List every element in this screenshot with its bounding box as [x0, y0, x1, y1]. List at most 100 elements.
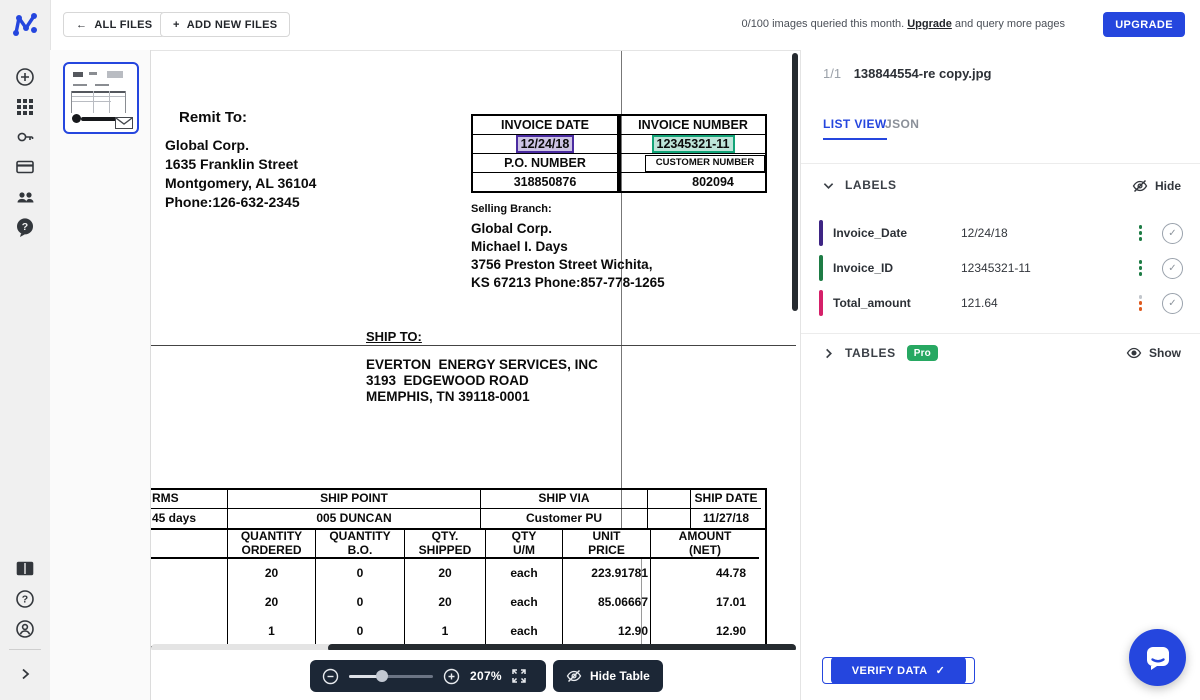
thumbnail-panel — [50, 50, 151, 700]
quota-text: 0/100 images queried this month. Upgrade… — [741, 18, 1065, 30]
selling-branch-heading: Selling Branch: — [471, 203, 552, 215]
invoice-number-label: INVOICE NUMBER — [621, 116, 765, 135]
label-menu-dots[interactable] — [1138, 225, 1142, 241]
ship-to-line: EVERTON ENERGY SERVICES, INC — [366, 357, 598, 372]
zoom-slider[interactable] — [349, 670, 433, 682]
label-name: Invoice_Date — [833, 226, 908, 240]
document-viewer: Remit To: Global Corp. 1635 Franklin Str… — [151, 51, 800, 650]
extraction-panel: 1/1 138844554-re copy.jpg LIST VIEW JSON… — [800, 50, 1200, 700]
label-name: Total_amount — [833, 296, 911, 310]
api-key-icon[interactable] — [14, 126, 36, 148]
label-row-total-amount[interactable]: Total_amount 121.64 ✓ — [819, 288, 1183, 318]
fullscreen-icon[interactable] — [512, 669, 526, 683]
apps-grid-icon[interactable] — [14, 96, 36, 118]
hide-table-button[interactable]: Hide Table — [553, 660, 663, 692]
invoice-number-annotation[interactable]: 12345321-11 — [651, 134, 735, 154]
add-new-files-button[interactable]: + ADD NEW FILES — [160, 12, 291, 37]
back-arrow-icon: ← — [76, 18, 88, 31]
label-row-invoice-date[interactable]: Invoice_Date 12/24/18 ✓ — [819, 218, 1183, 248]
selling-branch-line: Michael I. Days — [471, 239, 568, 254]
pro-badge: Pro — [906, 345, 938, 361]
selling-branch-line: Global Corp. — [471, 221, 552, 236]
zoom-out-icon[interactable] — [322, 668, 339, 685]
doc-vertical-rule — [621, 51, 622, 528]
ship-to-line: MEMPHIS, TN 39118-0001 — [366, 389, 530, 404]
invoice-date-po-box: INVOICE DATE 12/24/18 P.O. NUMBER 318850… — [471, 114, 619, 193]
label-value: 121.64 — [961, 296, 998, 310]
remit-line: 1635 Franklin Street — [165, 156, 299, 172]
panel-divider — [801, 333, 1200, 334]
billing-card-icon[interactable] — [14, 156, 36, 178]
account-circle-icon[interactable] — [14, 618, 36, 640]
eye-icon — [1126, 347, 1142, 359]
remit-line: Montgomery, AL 36104 — [165, 175, 317, 191]
label-name: Invoice_ID — [833, 261, 894, 275]
tab-json[interactable]: JSON — [885, 117, 920, 131]
zoom-slider-handle[interactable] — [375, 670, 388, 682]
tab-list-view[interactable]: LIST VIEW — [823, 117, 887, 140]
invoice-page: Remit To: Global Corp. 1635 Franklin Str… — [151, 51, 800, 650]
nanonets-logo[interactable] — [10, 10, 40, 40]
selling-branch-line: 3756 Preston Street Wichita, — [471, 257, 653, 272]
label-row-invoice-id[interactable]: Invoice_ID 12345321-11 ✓ — [819, 253, 1183, 283]
vertical-scrollbar-thumb[interactable] — [792, 53, 798, 311]
tables-section-header[interactable]: TABLES Pro — [823, 345, 938, 361]
check-icon: ✓ — [935, 665, 946, 677]
top-bar: ← ALL FILES + ADD NEW FILES 0/100 images… — [50, 0, 1200, 51]
labels-hide-toggle[interactable]: Hide — [1132, 178, 1181, 194]
remit-line: Global Corp. — [165, 137, 249, 153]
panel-divider — [801, 163, 1200, 164]
line-items-table: QUANTITY ORDERED QUANTITY B.O. QTY. SHIP… — [151, 528, 767, 648]
label-color-bar — [819, 290, 823, 316]
sidebar-divider — [9, 649, 41, 650]
zoom-in-icon[interactable] — [443, 668, 460, 685]
left-sidebar: ? ? — [0, 0, 51, 700]
page-indicator: 1/1 — [823, 66, 842, 81]
eye-off-icon — [566, 668, 582, 684]
po-number-label: P.O. NUMBER — [473, 154, 617, 173]
docs-book-icon[interactable] — [14, 558, 36, 580]
team-users-icon[interactable] — [14, 186, 36, 208]
help-chat-icon[interactable]: ? — [14, 216, 36, 238]
label-color-bar — [819, 255, 823, 281]
tables-show-toggle[interactable]: Show — [1126, 345, 1181, 361]
label-menu-dots[interactable] — [1138, 260, 1142, 276]
help-circle-icon[interactable]: ? — [14, 588, 36, 610]
invoice-date-annotation[interactable]: 12/24/18 — [515, 134, 575, 154]
label-approve-check[interactable]: ✓ — [1162, 257, 1183, 279]
terms-table: RMS SHIP POINT SHIP VIA SHIP DATE 45 day… — [151, 488, 767, 530]
quota-upgrade-link[interactable]: Upgrade — [907, 18, 952, 30]
chat-icon — [1146, 646, 1169, 670]
customer-number-label: CUSTOMER NUMBER — [645, 154, 765, 172]
horizontal-scrollbar-track[interactable] — [151, 644, 796, 650]
zoom-toolbar: 207% — [310, 660, 546, 692]
upgrade-button[interactable]: UPGRADE — [1103, 12, 1185, 37]
all-files-button[interactable]: ← ALL FILES — [63, 12, 166, 37]
label-approve-check[interactable]: ✓ — [1162, 292, 1183, 314]
eye-off-icon — [1132, 179, 1148, 193]
invoice-number-customer-box: INVOICE NUMBER 12345321-11 CUSTOMER NUMB… — [619, 114, 767, 193]
chevron-right-icon — [826, 348, 832, 358]
label-menu-dots[interactable] — [1138, 295, 1142, 311]
labels-section-header[interactable]: LABELS — [823, 178, 897, 192]
remit-heading: Remit To: — [179, 109, 248, 126]
invoice-date-label: INVOICE DATE — [473, 116, 617, 135]
plus-icon: + — [173, 18, 180, 31]
po-number-value: 318850876 — [513, 174, 577, 189]
doc-vertical-rule-2 — [641, 559, 642, 644]
label-value: 12/24/18 — [961, 226, 1008, 240]
page-thumbnail[interactable] — [63, 62, 139, 134]
filename: 138844554-re copy.jpg — [853, 66, 992, 81]
support-chat-button[interactable] — [1129, 629, 1186, 686]
ship-to-line: 3193 EDGEWOOD ROAD — [366, 373, 529, 388]
envelope-glyph — [115, 117, 133, 129]
verify-data-button[interactable]: VERIFY DATA ✓ — [831, 657, 966, 684]
add-circle-icon[interactable] — [14, 66, 36, 88]
zoom-level: 207% — [470, 669, 502, 683]
label-value: 12345321-11 — [961, 261, 1031, 275]
label-approve-check[interactable]: ✓ — [1162, 222, 1183, 244]
horizontal-scrollbar-thumb[interactable] — [328, 644, 796, 650]
svg-text:?: ? — [22, 594, 28, 606]
expand-sidebar-chevron-icon[interactable] — [14, 663, 36, 685]
remit-line: Phone:126-632-2345 — [165, 194, 300, 210]
